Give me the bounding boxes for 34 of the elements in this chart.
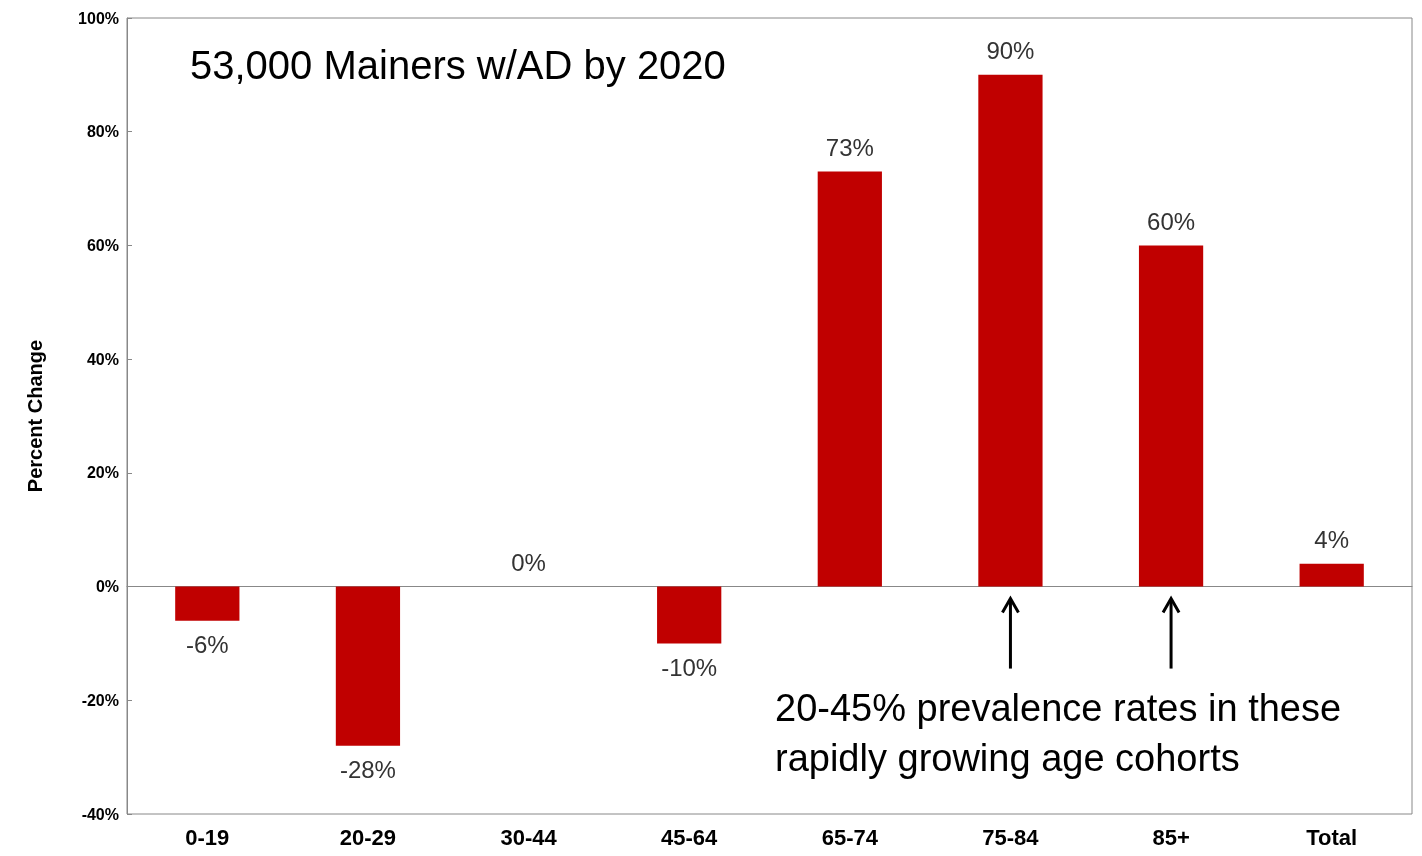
y-tick-label: 100%: [78, 9, 119, 27]
data-label: 90%: [986, 37, 1035, 65]
x-tick-label: 45-64: [661, 824, 719, 850]
x-tick-label: 20-29: [339, 824, 397, 850]
annotation: 20-45% prevalence rates in these rapidly growing age cohorts: [775, 686, 1352, 779]
y-axis-title: Percent Change: [24, 339, 46, 493]
x-tick-label: 75-84: [982, 824, 1040, 850]
bar: [335, 586, 401, 746]
x-tick-label: 30-44: [500, 824, 558, 850]
bar: [817, 171, 882, 587]
bar: [1299, 563, 1364, 587]
y-tick-label: -40%: [81, 805, 119, 823]
data-label: 73%: [825, 134, 874, 162]
data-label: -10%: [661, 653, 718, 681]
data-label: 60%: [1147, 207, 1196, 235]
y-tick-label: 40%: [86, 350, 119, 368]
bar: [175, 586, 240, 621]
bar: [657, 586, 722, 644]
x-tick-label: 0-19: [185, 824, 230, 850]
y-tick-label: 80%: [86, 123, 119, 141]
y-tick-label: 0%: [95, 578, 119, 596]
y-tick-label: 60%: [86, 236, 119, 254]
x-tick-label: 85+: [1152, 824, 1190, 850]
y-tick-label: -20%: [81, 691, 119, 709]
data-label: 4%: [1314, 526, 1350, 554]
data-label: 0%: [511, 549, 546, 577]
bar: [978, 74, 1043, 587]
data-label: -6%: [185, 631, 229, 659]
annotation: 53,000 Mainers w/AD by 2020: [190, 43, 726, 87]
x-tick-label: Total: [1306, 824, 1358, 850]
bar: [1138, 245, 1204, 587]
y-tick-label: 20%: [86, 464, 119, 482]
data-label: -28%: [339, 756, 396, 784]
x-tick-label: 65-74: [821, 824, 879, 850]
